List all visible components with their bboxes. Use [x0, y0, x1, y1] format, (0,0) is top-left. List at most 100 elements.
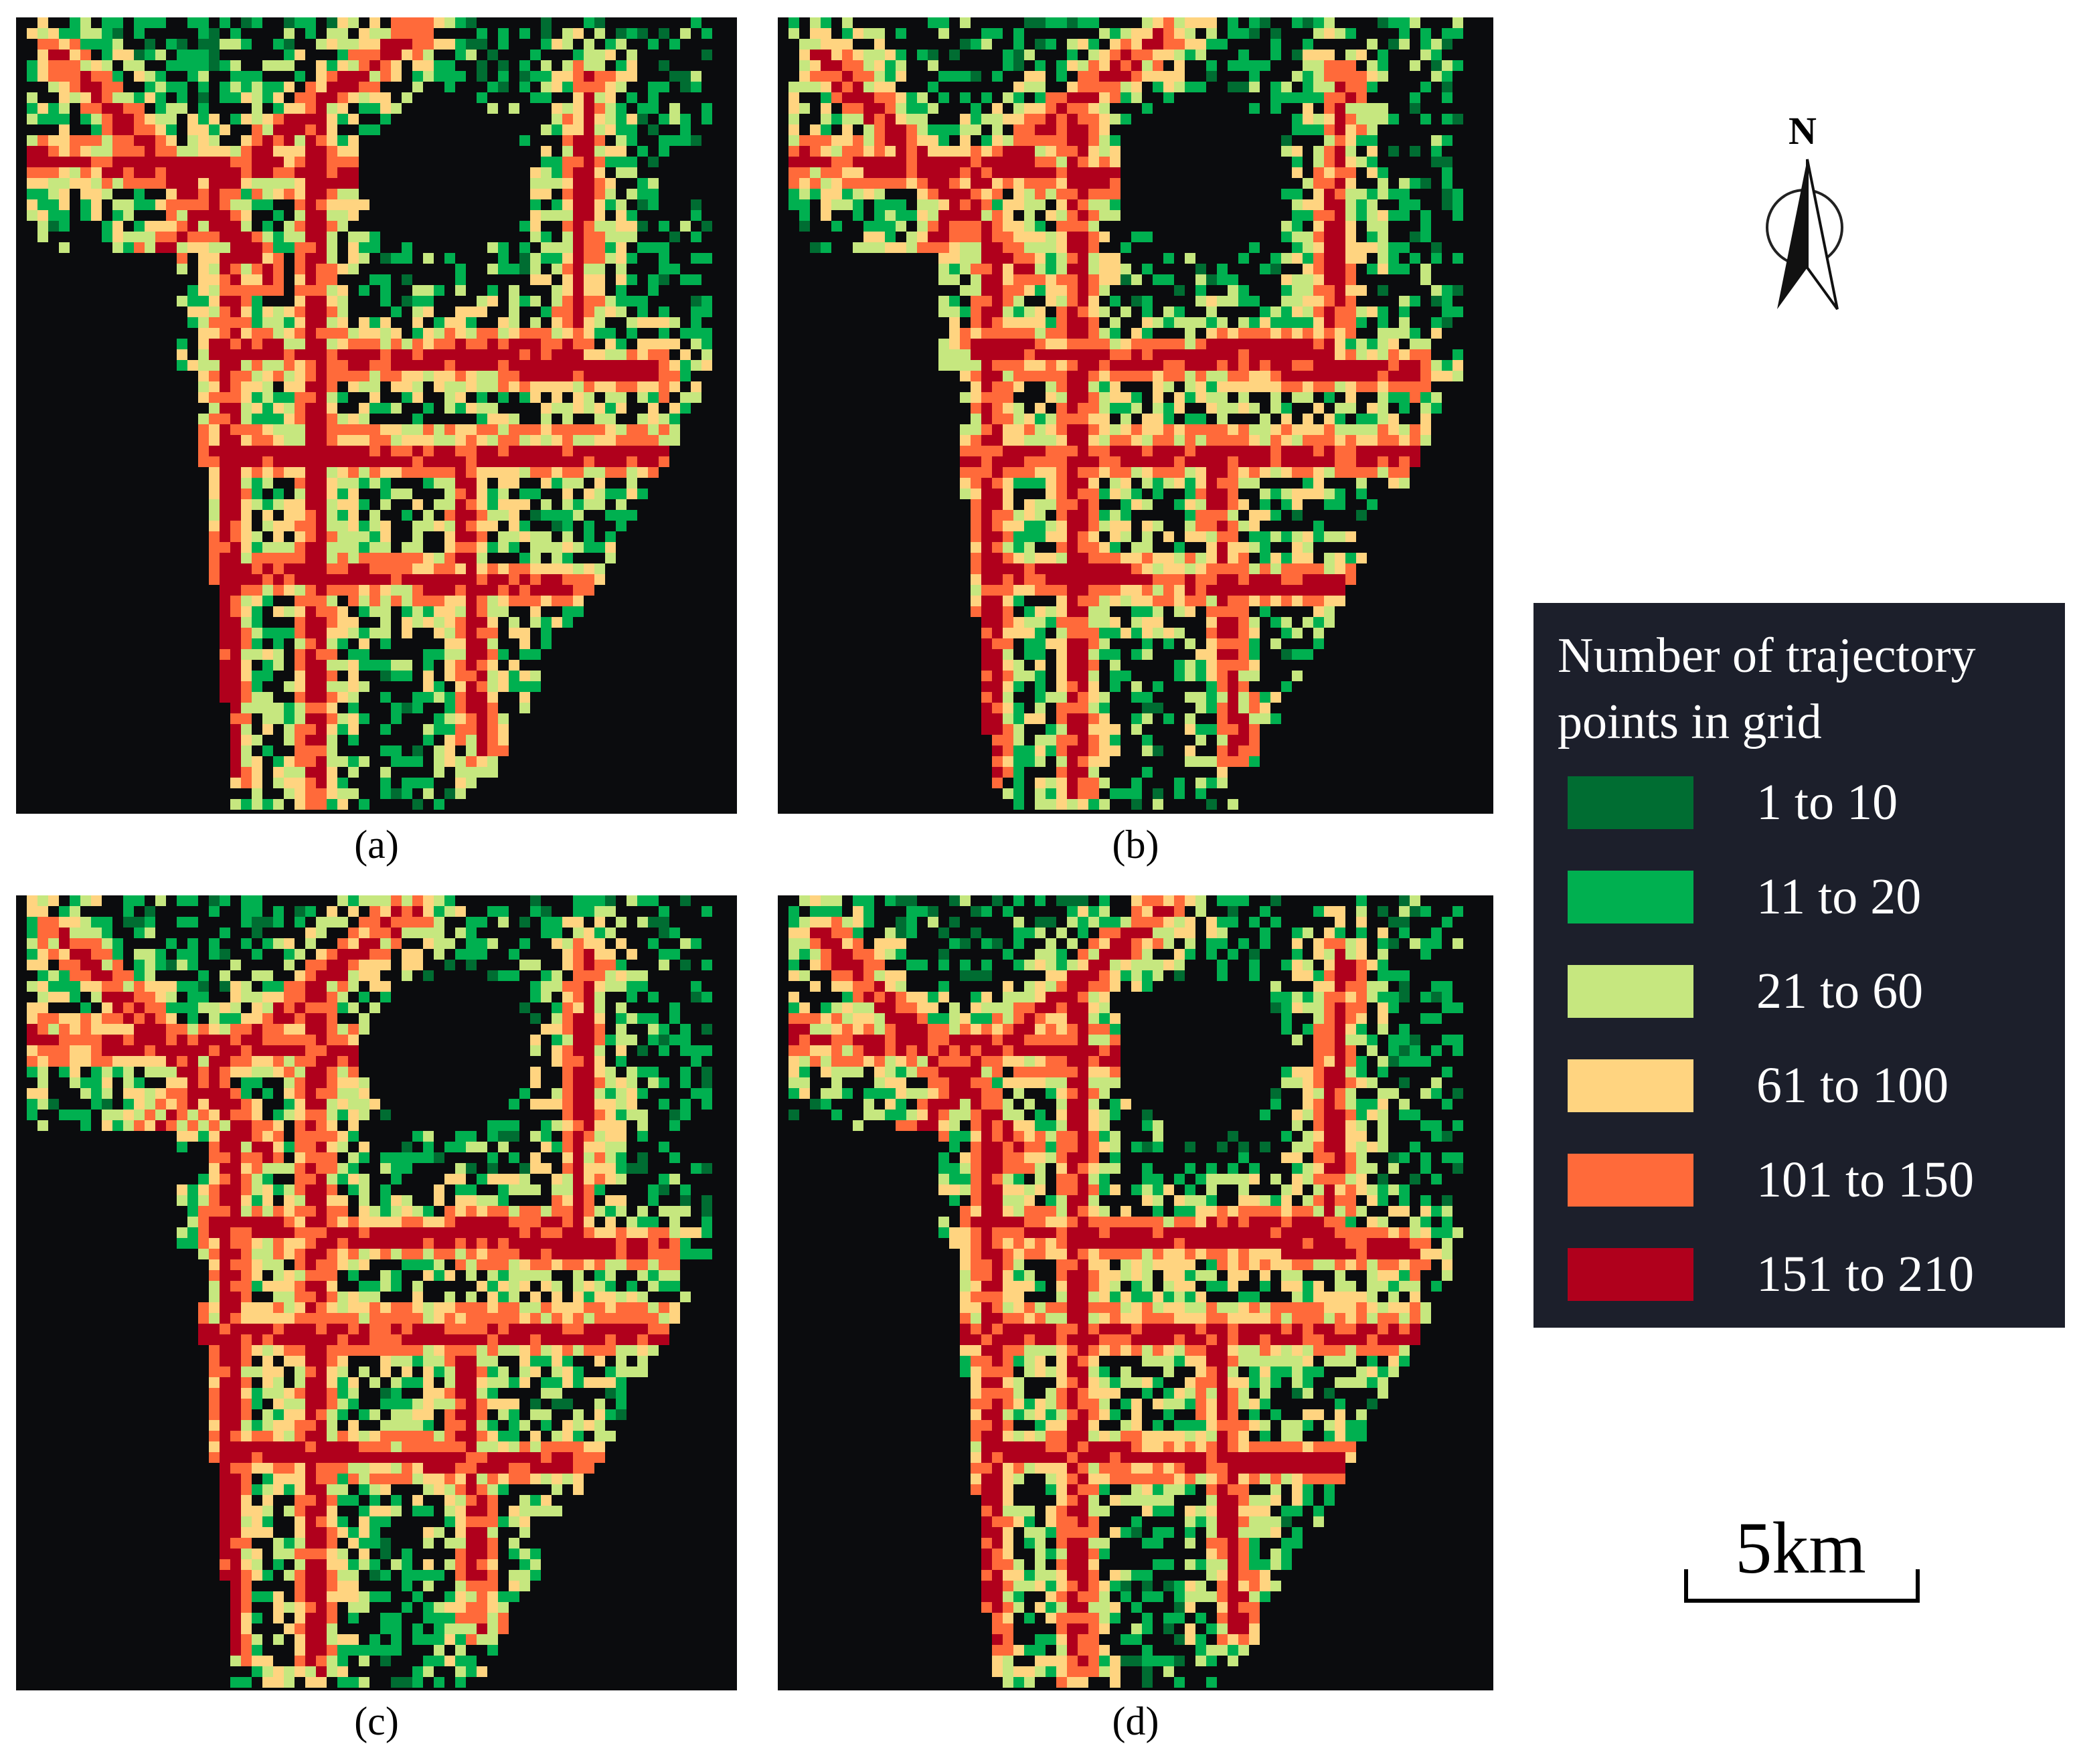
grid-cell	[1431, 371, 1442, 381]
grid-cell	[230, 381, 241, 392]
grid-cell	[594, 167, 605, 178]
grid-cell	[348, 895, 359, 906]
grid-cell	[1056, 478, 1067, 489]
grid-cell	[605, 157, 616, 167]
grid-cell	[863, 221, 874, 232]
grid-cell	[1303, 103, 1313, 114]
grid-cell	[1035, 339, 1046, 349]
grid-cell	[680, 28, 691, 39]
grid-cell	[369, 242, 380, 253]
grid-cell	[960, 92, 971, 103]
grid-cell	[187, 17, 198, 28]
grid-cell	[1431, 157, 1442, 167]
grid-cell	[605, 446, 616, 456]
grid-cell	[831, 60, 842, 71]
grid-cell	[241, 296, 252, 306]
grid-cell	[1442, 157, 1452, 167]
grid-cell	[594, 349, 605, 360]
grid-cell	[1313, 167, 1324, 178]
grid-cell	[573, 596, 584, 606]
grid-cell	[1313, 124, 1324, 135]
grid-cell	[284, 628, 295, 638]
grid-cell	[455, 328, 466, 339]
grid-cell	[273, 563, 284, 574]
grid-cell	[981, 317, 992, 328]
grid-cell	[123, 210, 134, 221]
grid-cell	[1270, 349, 1281, 360]
grid-cell	[241, 306, 252, 317]
grid-cell	[359, 317, 369, 328]
grid-cell	[831, 92, 842, 103]
grid-cell	[220, 328, 230, 339]
grid-cell	[971, 124, 981, 135]
grid-cell	[327, 328, 337, 339]
grid-cell	[1056, 788, 1067, 799]
grid-cell	[1003, 628, 1013, 638]
grid-cell	[1345, 210, 1356, 221]
grid-cell	[455, 563, 466, 574]
grid-cell	[1003, 424, 1013, 435]
grid-cell	[971, 456, 981, 467]
grid-cell	[519, 703, 530, 713]
grid-cell	[1110, 360, 1120, 371]
grid-cell	[1249, 617, 1260, 628]
grid-cell	[573, 306, 584, 317]
grid-cell	[1078, 745, 1088, 756]
grid-cell	[337, 542, 348, 553]
grid-cell	[1099, 574, 1110, 585]
grid-cell	[177, 949, 187, 960]
grid-cell	[1056, 199, 1067, 210]
grid-cell	[241, 232, 252, 242]
grid-cell	[637, 146, 648, 157]
grid-cell	[220, 232, 230, 242]
grid-cell	[1110, 574, 1120, 585]
grid-cell	[498, 681, 509, 692]
grid-cell	[1185, 253, 1195, 264]
grid-cell	[1067, 60, 1078, 71]
grid-cell	[1324, 253, 1335, 264]
grid-cell	[842, 71, 853, 82]
grid-cell	[327, 906, 337, 917]
grid-cell	[1313, 403, 1324, 414]
grid-cell	[1313, 50, 1324, 60]
grid-cell	[198, 392, 209, 403]
grid-cell	[1388, 446, 1399, 456]
grid-cell	[1335, 157, 1345, 167]
grid-cell	[562, 617, 573, 628]
grid-cell	[284, 735, 295, 745]
grid-cell	[1003, 606, 1013, 617]
grid-cell	[1270, 510, 1281, 521]
grid-cell	[1153, 703, 1163, 713]
grid-cell	[337, 414, 348, 424]
grid-cell	[1238, 28, 1249, 39]
grid-cell	[509, 296, 519, 306]
grid-cell	[1228, 799, 1238, 810]
grid-cell	[177, 895, 187, 906]
grid-cell	[369, 103, 380, 114]
grid-cell	[1078, 681, 1088, 692]
grid-cell	[1442, 360, 1452, 371]
grid-cell	[112, 938, 123, 949]
grid-cell	[1292, 585, 1303, 596]
grid-cell	[477, 521, 487, 531]
grid-cell	[380, 628, 391, 638]
grid-cell	[466, 617, 477, 628]
grid-cell	[1056, 563, 1067, 574]
grid-cell	[1281, 232, 1292, 242]
grid-cell	[1067, 660, 1078, 671]
grid-cell	[145, 135, 155, 146]
grid-cell	[209, 114, 220, 124]
grid-cell	[981, 692, 992, 703]
grid-cell	[209, 264, 220, 274]
grid-cell	[594, 381, 605, 392]
grid-cell	[1142, 306, 1153, 317]
grid-cell	[530, 456, 541, 467]
grid-cell	[530, 50, 541, 60]
grid-cell	[1013, 531, 1024, 542]
grid-cell	[1281, 467, 1292, 478]
grid-cell	[1324, 71, 1335, 82]
grid-cell	[412, 414, 423, 424]
grid-cell	[938, 17, 949, 28]
grid-cell	[562, 563, 573, 574]
grid-cell	[380, 317, 391, 328]
